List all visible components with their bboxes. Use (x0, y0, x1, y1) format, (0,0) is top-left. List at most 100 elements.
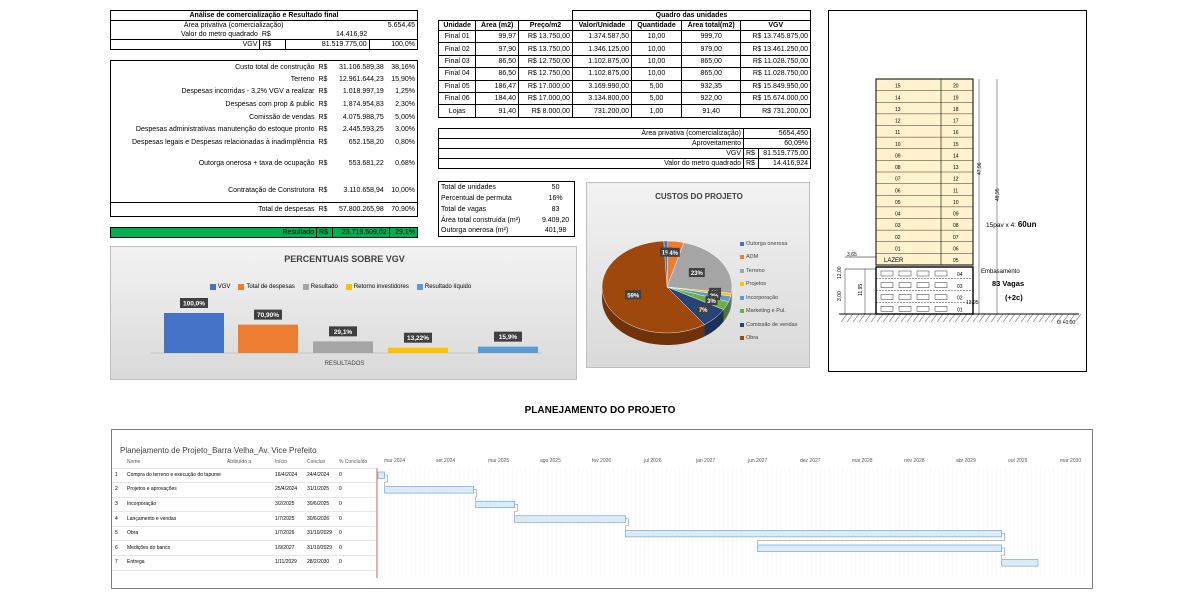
cost-row-c2: 652.158,20 (348, 138, 384, 146)
gantt-task-row[interactable]: 1 Compra do terreno e execução do tapume 1… (112, 468, 376, 484)
units-cell: 999,70 (680, 29, 742, 44)
pav-prefix: 15pav x 4: (986, 222, 1018, 229)
units-cell: R$ 13.750,00 (518, 42, 573, 56)
summary-vgv-value: 81.519.775,00 (757, 147, 812, 159)
floor-label-right: 12 (953, 177, 959, 183)
gantt-task-row[interactable]: 4 Lançamento e vendas 1/7/2025 30/6/2026 0 (112, 511, 376, 527)
stats-label: Percentual de permuta (441, 194, 512, 202)
units-cell: R$ 13.745.875,00 (740, 29, 811, 44)
outorga-row-c0: Outorga onerosa + taxa de ocupação (110, 148, 317, 179)
cost-row-c0: Despesas incorridas - 3,2% VGV a realiza… (110, 85, 317, 99)
units-row: Final 03 86,50 R$ 12.750,00 1.102.875,00 10,… (437, 54, 811, 69)
stats-value: 50 (551, 183, 560, 191)
cost-row-c2: 1.018.997,19 (342, 88, 384, 96)
pie-legend-item: Marketing e Pul. (740, 305, 810, 319)
units-row: Final 04 86,50 R$ 12.750,00 1.102.875,00 10,… (437, 67, 811, 81)
units-header-row: Unidade Área (m2) Preço/m2 Valor/Unidade Qua… (437, 20, 811, 31)
gantt-task-cell (223, 497, 272, 513)
gantt-task-row[interactable]: 3 Incorporação 3/2/2025 30/6/2025 0 (112, 497, 376, 513)
floor-label-left: 09 (895, 153, 901, 159)
gantt-task-cell (223, 511, 272, 527)
floor-label-left: 01 (895, 246, 901, 252)
pie-legend-label: Obra (746, 335, 759, 342)
floor-label-left: 14 (895, 95, 901, 101)
gantt-task-row[interactable]: 5 Obra 1/7/2026 31/10/2029 0 (112, 526, 376, 542)
gantt-task-cell: 1/7/2025 (271, 511, 304, 527)
bar-legend-item: Total de despesas (238, 284, 295, 290)
cost-row-c0: Despesas legais e Despesas relacionadas … (110, 136, 317, 149)
gantt-task-cell: 0 (335, 497, 376, 513)
vm2-label: Valor do metro quadrado (109, 30, 260, 40)
bar-legend-item: Retorno investidores (345, 284, 409, 290)
summary-vm2-label: Valor do metro quadrado (438, 157, 744, 169)
gantt-dependency (514, 503, 518, 516)
units-cell: 932,35 (680, 79, 742, 93)
gantt-task-row[interactable]: 6 Medições do banco 1/9/2027 31/10/2029 0 (112, 540, 376, 557)
cost-row-c3: 1,25% (385, 85, 418, 99)
bar-label-bg (329, 326, 357, 337)
gantt-bar[interactable] (757, 544, 1002, 552)
pie-data-label: 3% (707, 299, 716, 305)
pie-legend-swatch (740, 255, 744, 260)
units-row: Lojas 91,40 R$ 8.000,00 731.200,00 1,00 91,40… (437, 104, 811, 118)
dim-13-95: 13,95 (966, 300, 979, 306)
gantt-task-cell: 1 (112, 468, 124, 484)
summary-vm2-value: 14.416,924 (757, 157, 812, 169)
cost-row: Despesas com prop & public R$ 1.874.954,83… (110, 98, 418, 111)
gantt-bar[interactable] (514, 515, 626, 523)
cost-row-c0: Despesas com prop & public (110, 98, 317, 111)
vgv-bar-chart: PERCENTUAIS SOBRE VGV VGV Total de despes… (110, 246, 577, 380)
stats-table: Total de unidades 50 Percentual de permuta… (438, 181, 575, 237)
gantt-month-label: set 2024 (436, 458, 456, 464)
result-value: 23.719.509,02 (331, 227, 390, 239)
outorga-row-c3: 0,68% (385, 148, 418, 179)
floor-label-right: 15 (953, 142, 959, 148)
floor-label-right: 07 (953, 235, 959, 241)
gantt-task-cell: Incorporação (124, 497, 224, 513)
floor-label-left: 04 (895, 212, 901, 218)
pie-legend-label: Comissão de vendas (746, 321, 798, 328)
cost-row-c0: Despesas administrativas manutenção do e… (110, 123, 317, 137)
gantt-bar[interactable] (1001, 559, 1039, 567)
gantt-project-title: Planejamento de Projeto_Barra Velha_Av. … (120, 446, 317, 455)
gantt-month-label: ago 2025 (540, 458, 561, 464)
dim-12-00-b: 3,00 (837, 291, 843, 301)
gantt-bar[interactable] (377, 471, 385, 479)
bar-data-label: 15,9% (499, 334, 518, 341)
gantt-task-cell: 3 (112, 497, 124, 513)
bar-data-label: 29,1% (334, 329, 353, 336)
gantt-task-cell: 0 (335, 555, 376, 571)
pie-data-label: 1% (662, 251, 671, 257)
floor-label-right: 13 (953, 165, 959, 171)
cost-row: Terreno R$ 12.961.644,23 15,90% (110, 73, 418, 86)
pie-legend-swatch (740, 309, 744, 314)
summary-aprov-value: 60,09% (743, 137, 811, 149)
floor-label-right: 14 (953, 153, 959, 159)
cost-row-c3: 15,90% (385, 73, 418, 86)
pie-label-bg (708, 291, 721, 301)
gantt-task-row[interactable]: 7 Entrega 1/11/2029 28/2/2030 0 (112, 555, 376, 571)
gantt-task-cell (223, 468, 272, 484)
gantt-bar[interactable] (625, 530, 1003, 538)
bar-legend-swatch (209, 284, 216, 290)
bar-legend-label: Resultado líquido (424, 284, 472, 290)
gantt-header: Nome (124, 458, 224, 469)
pie-legend-label: Terreno (746, 267, 765, 274)
floor-label-left: 02 (895, 235, 901, 241)
pie-chart-legend: Outorga onerosa ADM Terreno Projetos Incorpo… (740, 237, 810, 345)
floor-label-right: 08 (953, 223, 959, 229)
pie-legend-swatch (740, 322, 744, 327)
car-icon (934, 282, 948, 288)
gantt-task-cell: 1/9/2027 (271, 540, 304, 557)
gantt-bar[interactable] (384, 486, 474, 494)
units-cell: 5,00 (631, 91, 682, 106)
gantt-task-cell: 30/6/2026 (303, 511, 336, 527)
gantt-bar[interactable] (475, 500, 515, 509)
gantt-month-label: jun 2027 (748, 458, 768, 464)
gantt-task-row[interactable]: 2 Projetos e aprovações 25/4/2024 31/1/2025… (112, 482, 376, 498)
gantt-task-cell (223, 540, 272, 557)
cost-row-c1: R$ (318, 101, 328, 109)
car-icon (916, 294, 930, 300)
bar-legend-swatch (302, 284, 309, 290)
floor-label-right: 19 (953, 95, 959, 101)
